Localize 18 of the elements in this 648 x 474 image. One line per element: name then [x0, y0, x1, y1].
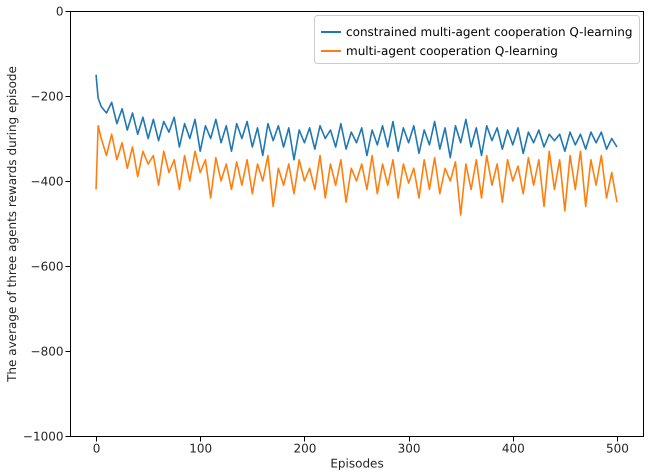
- y-tick-label: 0: [56, 4, 64, 18]
- line-series: [95, 74, 618, 161]
- x-tick-label: 0: [92, 442, 100, 456]
- x-tick-label: 300: [398, 442, 421, 456]
- legend-label: multi-agent cooperation Q-learning: [346, 44, 558, 58]
- y-axis-title: The average of three agents rewards during episode: [4, 66, 19, 383]
- x-tick-label: 400: [502, 442, 525, 456]
- y-tick-label: −200: [30, 90, 64, 104]
- y-tick-label: −1000: [22, 430, 64, 444]
- x-tick-label: 100: [189, 442, 212, 456]
- line-series: [95, 124, 618, 216]
- y-tick-label: −400: [30, 174, 64, 188]
- y-tick-label: −800: [30, 344, 64, 358]
- legend-label: constrained multi-agent cooperation Q-learning: [346, 25, 632, 39]
- y-tick-label: −600: [30, 260, 64, 274]
- x-tick-label: 200: [293, 442, 316, 456]
- x-tick-label: 500: [606, 442, 629, 456]
- x-axis-title: Episodes: [330, 456, 384, 470]
